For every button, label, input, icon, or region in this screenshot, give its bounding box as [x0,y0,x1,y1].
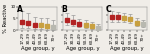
Text: B: B [61,5,67,14]
Text: C: C [106,5,111,14]
X-axis label: Age group, y: Age group, y [21,46,55,51]
X-axis label: Age group, y: Age group, y [66,46,99,51]
Text: A: A [16,5,22,14]
X-axis label: Age group, y: Age group, y [110,46,144,51]
Y-axis label: % Reactive: % Reactive [3,4,8,33]
